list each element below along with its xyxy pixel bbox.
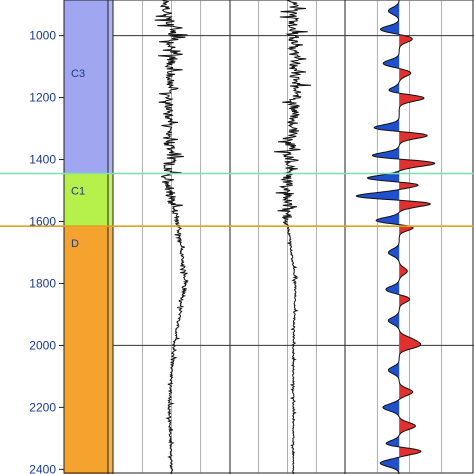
zone-band — [64, 173, 108, 227]
zone-band — [64, 226, 108, 474]
depth-tick-label: 1600 — [29, 215, 56, 229]
wiggle-positive-fill — [399, 0, 435, 474]
depth-axis: 1000 1200 1400 1600 1800 2000 2200 2400 — [29, 29, 64, 474]
zone-column — [64, 0, 113, 474]
plot-frame — [63, 0, 474, 474]
depth-tick-label: 1200 — [29, 91, 56, 105]
depth-tick-label: 2000 — [29, 338, 56, 352]
zone-labels: C3 C1 D — [71, 68, 85, 250]
depth-tick-label: 2400 — [29, 462, 56, 474]
depth-tick-label: 2200 — [29, 400, 56, 414]
zone-band — [64, 0, 108, 174]
zone-band-strip — [108, 0, 113, 174]
horizon-lines — [0, 172, 474, 227]
zone-label: C1 — [71, 185, 85, 197]
grid — [63, 0, 474, 474]
log-curve — [274, 0, 312, 474]
depth-tick-label: 1000 — [29, 29, 56, 43]
log-tracks — [154, 0, 436, 474]
zone-band-strip — [108, 226, 113, 474]
wiggle-trace — [355, 0, 436, 474]
zone-band-strip — [108, 173, 113, 227]
depth-tick-label: 1800 — [29, 276, 56, 290]
zone-label: D — [71, 238, 79, 250]
zone-label: C3 — [71, 68, 85, 80]
log-curve — [154, 0, 189, 474]
depth-tick-label: 1400 — [29, 153, 56, 167]
